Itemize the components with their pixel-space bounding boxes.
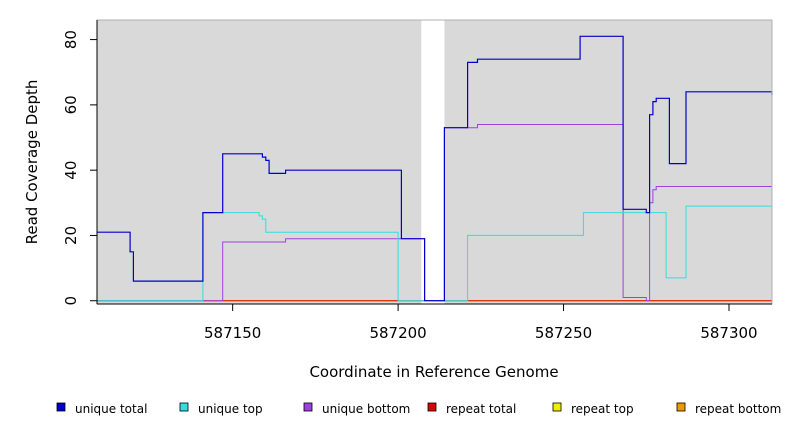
y-tick-label: 0 <box>62 296 80 306</box>
legend-item-unique-top: unique top <box>179 402 263 416</box>
legend-swatch <box>56 402 66 412</box>
legend-label: repeat top <box>571 402 634 416</box>
y-tick-label: 80 <box>62 30 80 49</box>
x-axis: 587150 587200 587250 587300 <box>97 303 772 342</box>
y-axis-title: Read Coverage Depth <box>23 80 41 245</box>
series-layer <box>97 35 773 302</box>
legend-item-repeat-top: repeat top <box>552 402 634 416</box>
legend-swatch <box>427 402 437 412</box>
legend-item-repeat-total: repeat total <box>427 402 516 416</box>
series-line-unique-top <box>97 205 772 302</box>
legend-label: unique top <box>198 402 263 416</box>
x-tick-label: 587300 <box>700 324 757 342</box>
legend-swatch <box>179 402 189 412</box>
legend-item-unique-total: unique total <box>56 402 147 416</box>
y-tick-label: 60 <box>62 95 80 114</box>
x-tick-label: 587250 <box>535 324 592 342</box>
legend-item-unique-bottom: unique bottom <box>303 402 410 416</box>
legend-label: repeat bottom <box>695 402 781 416</box>
coverage-gap <box>421 20 445 304</box>
series-line-unique-bottom <box>97 124 772 302</box>
series-line-unique-total <box>97 35 773 302</box>
x-tick-label: 587150 <box>204 324 261 342</box>
x-tick-label: 587200 <box>369 324 426 342</box>
legend-item-repeat-bottom: repeat bottom <box>676 402 781 416</box>
legend-label: unique total <box>75 402 147 416</box>
y-axis: 0 20 40 60 80 <box>62 20 98 306</box>
legend-swatch <box>552 402 562 412</box>
x-axis-title: Coordinate in Reference Genome <box>309 363 558 381</box>
legend: unique total unique top unique bottom repea… <box>56 402 781 416</box>
legend-swatch <box>676 402 686 412</box>
legend-label: repeat total <box>446 402 516 416</box>
y-tick-label: 20 <box>62 226 80 245</box>
legend-label: unique bottom <box>322 402 410 416</box>
legend-swatch <box>303 402 313 412</box>
y-tick-label: 40 <box>62 161 80 180</box>
